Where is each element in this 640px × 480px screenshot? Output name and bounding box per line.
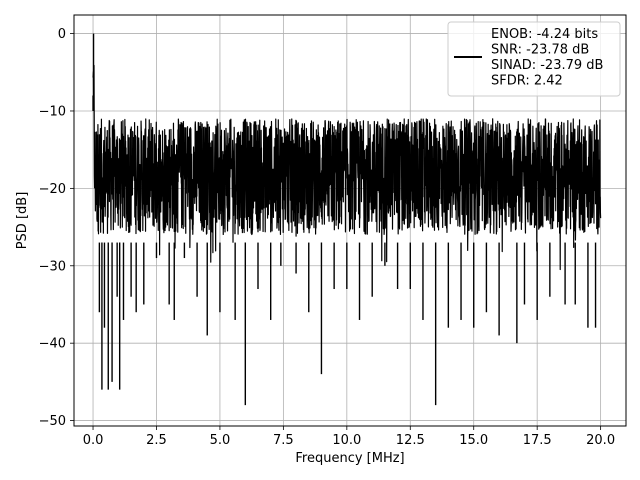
y-axis-label: PSD [dB]: [15, 192, 30, 250]
series-layer: [92, 33, 602, 406]
x-tick-label: 2.5: [146, 433, 167, 448]
y-tick-label: −20: [39, 182, 66, 197]
legend-entry-sinad: SINAD: -23.79 dB: [491, 58, 603, 73]
psd-trace: [92, 64, 602, 271]
x-tick-label: 17.5: [523, 433, 552, 448]
x-tick-label: 7.5: [273, 433, 294, 448]
legend: ENOB: -4.24 bits SNR: -23.78 dB SINAD: -…: [447, 21, 621, 97]
x-tick-label: 5.0: [210, 433, 231, 448]
legend-entry-snr: SNR: -23.78 dB: [491, 43, 589, 58]
y-tick-label: −10: [39, 104, 66, 119]
legend-entry-sfdr: SFDR: 2.42: [491, 74, 563, 89]
y-tick-label: 0: [58, 27, 66, 42]
y-tick-label: −40: [39, 337, 66, 352]
axis-ticks: 0.0 2.5 5.0 7.5 10.0 12.5 15.0 17.5 20.0 0 −10 −20 −…: [39, 27, 616, 448]
x-tick-label: 10.0: [332, 433, 361, 448]
legend-entry-enob: ENOB: -4.24 bits: [491, 27, 598, 42]
x-tick-label: 20.0: [586, 433, 615, 448]
plot-frame: [73, 14, 627, 427]
legend-box: [447, 21, 621, 97]
x-tick-label: 0.0: [83, 433, 104, 448]
x-tick-label: 12.5: [396, 433, 425, 448]
y-tick-label: −30: [39, 259, 66, 274]
x-tick-label: 15.0: [459, 433, 488, 448]
x-axis-label: Frequency [MHz]: [295, 451, 404, 466]
y-tick-label: −50: [39, 414, 66, 429]
